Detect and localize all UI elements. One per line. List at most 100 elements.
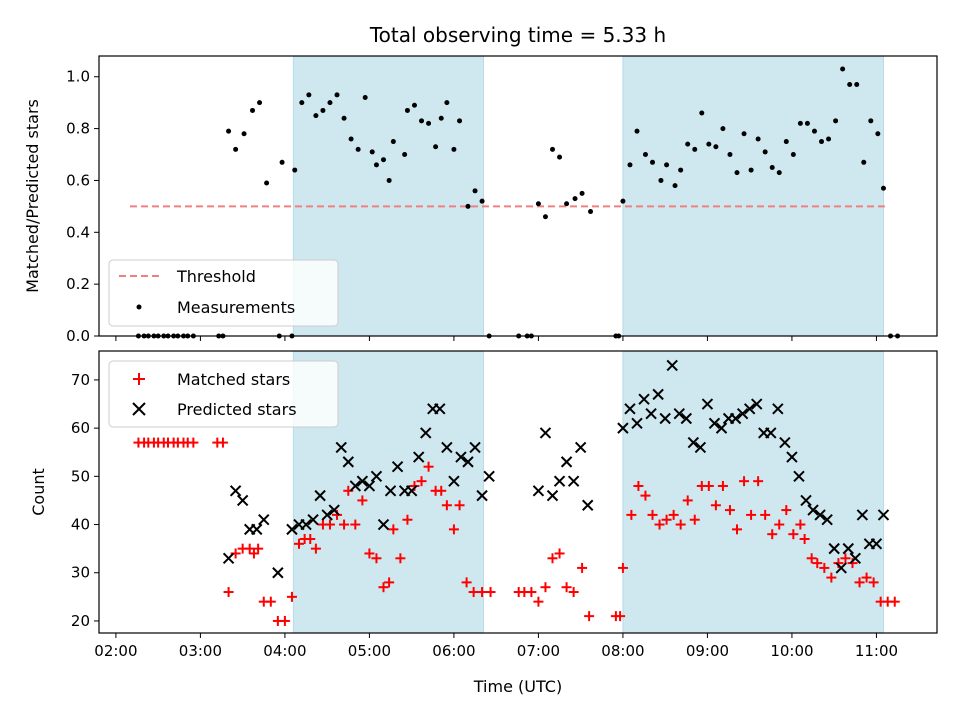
matched-star-point [477,587,488,598]
matched-star-point [840,553,851,564]
matched-star-point [781,505,792,516]
predicted-star-point [567,475,580,487]
predicted-star-point [455,451,467,463]
matched-star-point [423,461,434,472]
measurement-point [588,209,594,215]
count-points [133,359,900,626]
predicted-star-point [574,441,587,454]
matched-star-point [889,596,900,607]
measurement-point [658,177,664,183]
measurement-point [692,146,698,152]
predicted-star-point [659,412,671,425]
bottom-x-ticks: 02:00 03:00 04:00 05:00 06:00 07:00 08:00 09:00… [94,633,898,660]
top-y-tick-label: 0.4 [66,223,90,241]
matched-star-point [617,562,628,573]
measurement-point [444,100,450,106]
matched-star-point [577,562,588,573]
top-y-tick-label: 0.8 [66,120,90,138]
matched-star-point [526,587,537,598]
predicted-star-point [553,475,566,487]
measurement-point [320,107,326,113]
matched-star-point [799,534,810,544]
legend-predicted-label: Predicted stars [177,400,297,419]
predicted-star-point [469,441,481,454]
matched-star-point [279,615,290,626]
measurement-point [542,214,548,220]
top-y-tick-label: 0.6 [66,171,90,189]
measurement-point [734,170,740,176]
measurement-point [402,152,408,158]
predicted-star-point [807,504,819,516]
top-y-axis-label: Matched/Predicted stars [23,99,42,293]
predicted-star-point [638,393,650,405]
predicted-star-point [391,460,404,473]
measurement-point [433,144,439,150]
bottom-shaded-intervals [292,350,884,634]
predicted-star-point [849,552,862,564]
measurement-point [797,120,803,126]
matched-star-point [388,524,399,535]
predicted-star-point [814,509,826,521]
predicted-star-point [546,489,559,502]
predicted-star-point [856,509,869,521]
predicted-star-point [743,403,756,415]
measurement-point [369,149,375,155]
measurement-point [875,131,881,137]
measurement-point [762,149,768,155]
matched-star-point [703,480,714,491]
matched-star-point [854,577,865,588]
top-shaded-intervals [292,55,884,337]
measurement-point [264,180,270,186]
matched-star-point [436,485,447,496]
predicted-star-point [272,567,284,579]
matched-star-point [739,476,750,487]
bottom-legend: Matched stars Predicted stars [108,360,339,428]
legend-measurements-label: Measurements [177,298,295,317]
matched-star-point [826,572,837,583]
predicted-star-point [434,403,446,415]
measurement-point [373,162,379,168]
measurement-point [706,141,712,147]
predicted-star-point [715,422,728,434]
matched-star-point [682,495,693,506]
matched-star-point [788,529,799,540]
top-y-tick-label: 0.2 [66,275,90,293]
matched-star-point [806,553,817,564]
matched-star-point [384,577,395,588]
measurement-point [634,128,640,134]
matched-star-point [710,500,721,511]
predicted-star-point [701,398,714,410]
matched-star-point [675,519,686,530]
matched-star-point [760,509,771,520]
predicted-star-point [729,412,742,425]
bottom-y-tick-label: 70 [71,371,90,389]
matched-star-point [615,611,626,622]
predicted-star-point [405,485,418,497]
predicted-star-point [384,485,397,497]
legend-predicted-swatch [132,402,146,416]
x-tick-label: 02:00 [94,642,137,660]
matched-star-point [668,509,679,520]
measurement-point [380,157,386,163]
bottom-y-axis-label: Count [29,468,48,516]
matched-star-point [633,480,644,491]
measurement-point [868,118,874,124]
predicted-star-point [307,514,319,526]
predicted-star-point [300,518,312,531]
x-tick-label: 07:00 [517,642,560,660]
x-tick-label: 11:00 [855,642,898,660]
measurement-point [550,146,556,152]
predicted-star-point [793,470,805,483]
measurement-point [783,139,789,145]
chart-title: Total observing time = 5.33 h [369,23,666,47]
matched-star-point [253,543,264,554]
predicted-star-point [800,494,812,507]
measurement-point [390,139,396,145]
matched-star-point [350,519,361,530]
measurement-point [650,159,656,165]
measurement-point [755,136,761,142]
matched-star-point [378,582,389,593]
measurement-point [241,131,247,137]
predicted-star-point [736,407,749,420]
